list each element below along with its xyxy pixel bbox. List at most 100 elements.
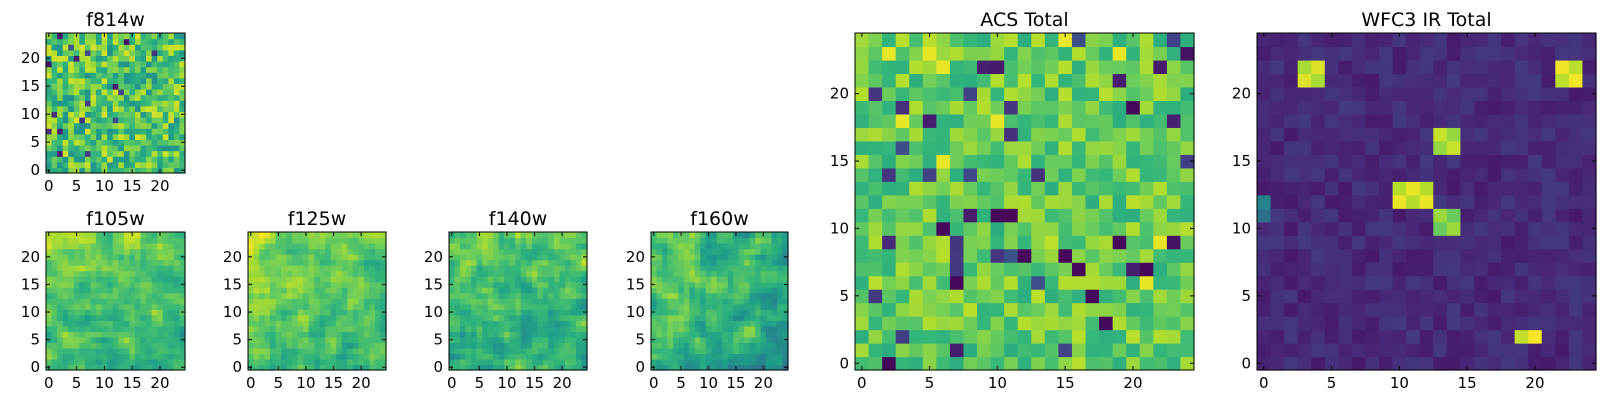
heatmap-cell bbox=[895, 167, 910, 182]
heatmap-cell bbox=[270, 270, 277, 277]
heatmap-cell bbox=[977, 46, 992, 61]
heatmap-cell bbox=[454, 292, 461, 299]
heatmap-cell bbox=[146, 83, 153, 90]
heatmap-cell bbox=[1582, 289, 1597, 304]
y-tick-label: 0 bbox=[1241, 354, 1251, 372]
heatmap-cell bbox=[705, 331, 712, 338]
heatmap-cell bbox=[51, 122, 58, 129]
heatmap-cell bbox=[96, 33, 103, 40]
heatmap-cell bbox=[1284, 113, 1299, 128]
heatmap-cell bbox=[146, 100, 153, 107]
heatmap-cell bbox=[766, 358, 773, 366]
heatmap-cell bbox=[168, 276, 175, 283]
heatmap-cell bbox=[771, 331, 778, 338]
heatmap-cell bbox=[744, 364, 751, 371]
heatmap-cell bbox=[146, 347, 153, 355]
heatmap-cell bbox=[564, 342, 572, 349]
heatmap-cell bbox=[308, 358, 315, 366]
heatmap-cell bbox=[286, 248, 293, 255]
heatmap-cell bbox=[303, 265, 310, 272]
x-tick-label: 20 bbox=[1123, 374, 1142, 392]
heatmap-cell bbox=[253, 270, 260, 277]
heatmap-cell bbox=[51, 309, 58, 316]
heatmap-cell bbox=[1351, 154, 1367, 169]
heatmap-cell bbox=[1582, 113, 1597, 128]
heatmap-cell bbox=[515, 270, 522, 277]
heatmap-cell bbox=[157, 287, 164, 294]
heatmap-cell bbox=[744, 276, 751, 283]
heatmap-cell bbox=[319, 364, 326, 371]
heatmap-cell bbox=[1406, 127, 1421, 142]
heatmap-cell bbox=[1446, 167, 1461, 182]
heatmap-cell bbox=[303, 314, 310, 321]
heatmap-cell bbox=[157, 265, 164, 272]
heatmap-cell bbox=[101, 248, 108, 255]
heatmap-cell bbox=[1166, 329, 1182, 344]
heatmap-cell bbox=[1406, 356, 1421, 371]
heatmap-cell bbox=[253, 243, 260, 250]
heatmap-cell bbox=[168, 105, 175, 112]
heatmap-cell bbox=[1257, 113, 1272, 128]
heatmap-cell bbox=[1392, 302, 1407, 317]
heatmap-cell bbox=[259, 314, 266, 321]
heatmap-cell bbox=[179, 49, 186, 56]
heatmap-cell bbox=[96, 325, 103, 332]
heatmap-cell bbox=[129, 55, 136, 62]
heatmap-cell bbox=[766, 353, 773, 360]
heatmap-cell bbox=[700, 292, 707, 299]
heatmap-cell bbox=[895, 329, 910, 344]
heatmap-cell bbox=[68, 89, 75, 96]
heatmap-cell bbox=[570, 254, 577, 261]
heatmap-cell bbox=[1541, 289, 1556, 304]
heatmap-cell bbox=[319, 342, 326, 349]
heatmap-cell bbox=[1365, 194, 1380, 209]
heatmap-cell bbox=[57, 111, 64, 118]
heatmap-cell bbox=[1419, 221, 1434, 236]
heatmap-cell bbox=[542, 276, 549, 283]
heatmap-cell bbox=[140, 33, 147, 40]
heatmap-cell bbox=[68, 117, 75, 124]
heatmap-cell bbox=[711, 347, 718, 355]
heatmap-cell bbox=[744, 287, 751, 294]
heatmap-cell bbox=[990, 302, 1005, 317]
heatmap-cell bbox=[1419, 194, 1434, 209]
heatmap-cell bbox=[157, 248, 164, 255]
heatmap-cell bbox=[107, 298, 114, 305]
heatmap-cell bbox=[275, 336, 282, 343]
heatmap-cell bbox=[548, 358, 555, 366]
heatmap-cell bbox=[672, 232, 679, 239]
heatmap-cell bbox=[1166, 154, 1182, 169]
heatmap-cell bbox=[733, 276, 740, 283]
heatmap-cell bbox=[96, 61, 103, 68]
heatmap-cell bbox=[96, 298, 103, 305]
heatmap-cell bbox=[749, 265, 756, 272]
heatmap-cell bbox=[90, 61, 97, 68]
heatmap-cell bbox=[487, 325, 494, 332]
heatmap-cell bbox=[504, 248, 511, 255]
heatmap-cell bbox=[118, 336, 125, 343]
heatmap-cell bbox=[882, 181, 897, 196]
heatmap-cell bbox=[264, 281, 271, 288]
heatmap-cell bbox=[1406, 289, 1421, 304]
heatmap-cell bbox=[766, 265, 773, 272]
heatmap-cell bbox=[1270, 194, 1285, 209]
heatmap-cell bbox=[352, 298, 359, 305]
heatmap-cell bbox=[168, 270, 175, 277]
heatmap-cell bbox=[1541, 275, 1556, 290]
heatmap-cell bbox=[68, 243, 75, 250]
heatmap-cell bbox=[1514, 127, 1529, 142]
heatmap-cell bbox=[694, 320, 701, 327]
heatmap-cell bbox=[922, 329, 937, 344]
heatmap-cell bbox=[564, 358, 572, 366]
heatmap-cell bbox=[46, 117, 53, 124]
heatmap-cell bbox=[651, 265, 658, 272]
heatmap-cell bbox=[1180, 275, 1195, 290]
heatmap-cell bbox=[1085, 140, 1100, 155]
heatmap-cell bbox=[553, 364, 560, 371]
heatmap-cell bbox=[1166, 221, 1182, 236]
heatmap-cell bbox=[369, 243, 376, 250]
heatmap-cell bbox=[661, 364, 669, 371]
heatmap-cell bbox=[363, 331, 371, 338]
heatmap-cell bbox=[352, 243, 359, 250]
heatmap-cell bbox=[259, 364, 266, 371]
